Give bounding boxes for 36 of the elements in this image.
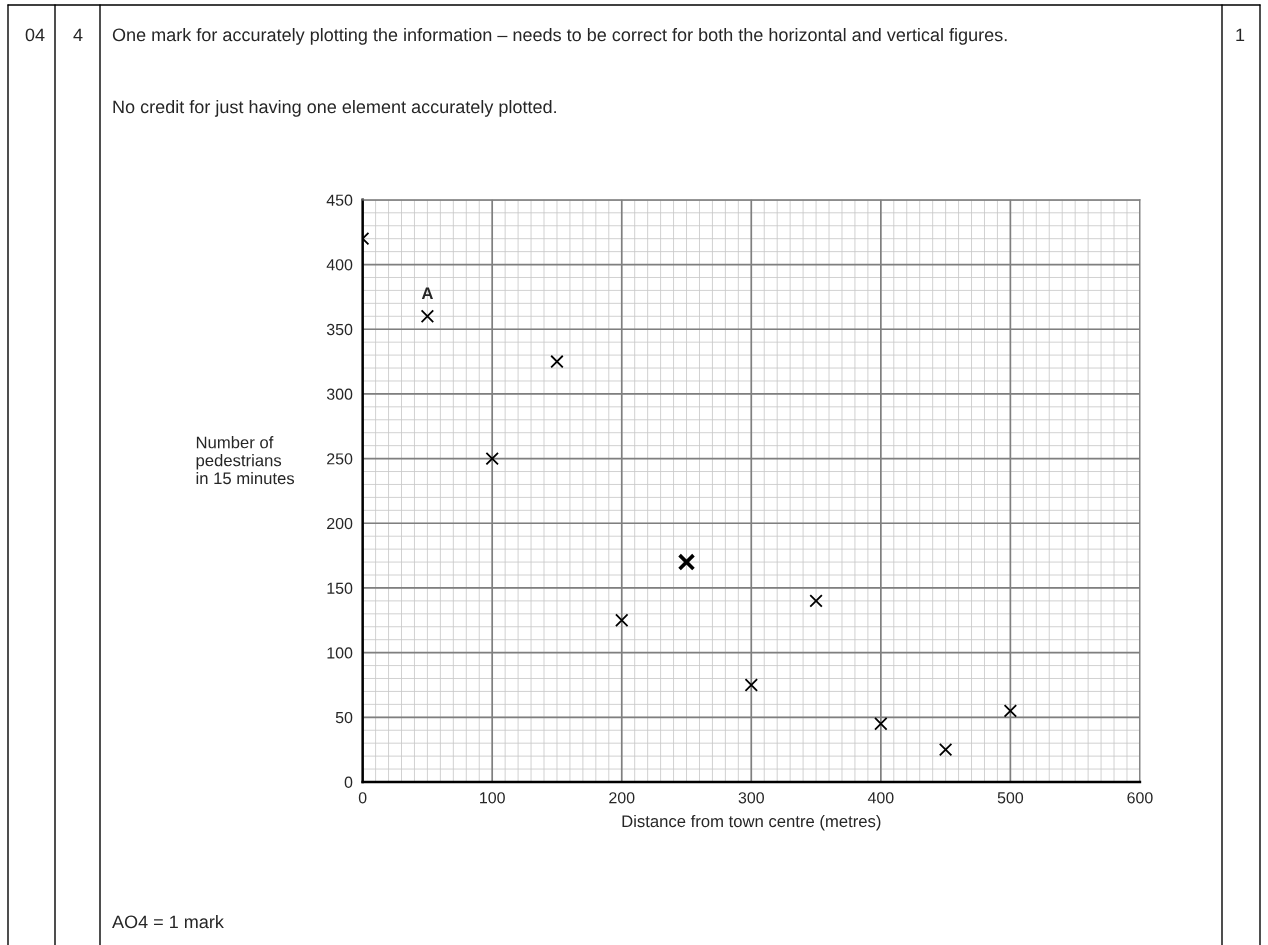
text: 04 [25, 28, 45, 42]
x-tick-label: 200 [609, 792, 635, 804]
y-tick-label: 100 [327, 647, 353, 659]
point [615, 613, 629, 628]
point [938, 742, 953, 757]
x-tick-label: 400 [867, 792, 894, 804]
y-tick-label: 400 [326, 259, 353, 271]
point [809, 594, 823, 608]
x-tick-label: 300 [738, 792, 764, 804]
y-tick-label: 450 [326, 194, 353, 206]
point [874, 717, 888, 731]
x-tick-label: 600 [1127, 792, 1153, 804]
point [744, 678, 759, 692]
y-tick-label: 300 [326, 388, 353, 400]
point [677, 553, 696, 571]
text: 1 [1236, 28, 1245, 42]
point [420, 309, 435, 324]
y-axis-title: Number of pedestrians in 15 minutes [196, 436, 295, 485]
y-tick-label: 0 [344, 776, 353, 788]
point [1003, 704, 1018, 718]
point [485, 451, 499, 466]
y-tick-label: 200 [327, 517, 353, 530]
y-tick-label: 50 [335, 711, 353, 724]
text: 4 [73, 28, 83, 42]
text: One mark for accurately plotting the information – needs to be correct for both the horizontal and vertical figures. [112, 28, 1007, 45]
x-tick-label: 100 [480, 792, 505, 804]
x-axis-title: Distance from town centre (metres) [622, 814, 881, 831]
point [550, 354, 564, 369]
text: No credit for just having one element accurately plotted. [113, 100, 556, 117]
text: AO4 = 1 mark [112, 915, 224, 929]
annotation: A [421, 287, 433, 299]
y-tick-label: 350 [326, 323, 353, 336]
x-tick-label: 0 [358, 792, 367, 804]
y-tick-label: 150 [327, 582, 353, 594]
x-tick-label: 500 [997, 792, 1024, 804]
y-tick-label: 250 [327, 453, 353, 465]
